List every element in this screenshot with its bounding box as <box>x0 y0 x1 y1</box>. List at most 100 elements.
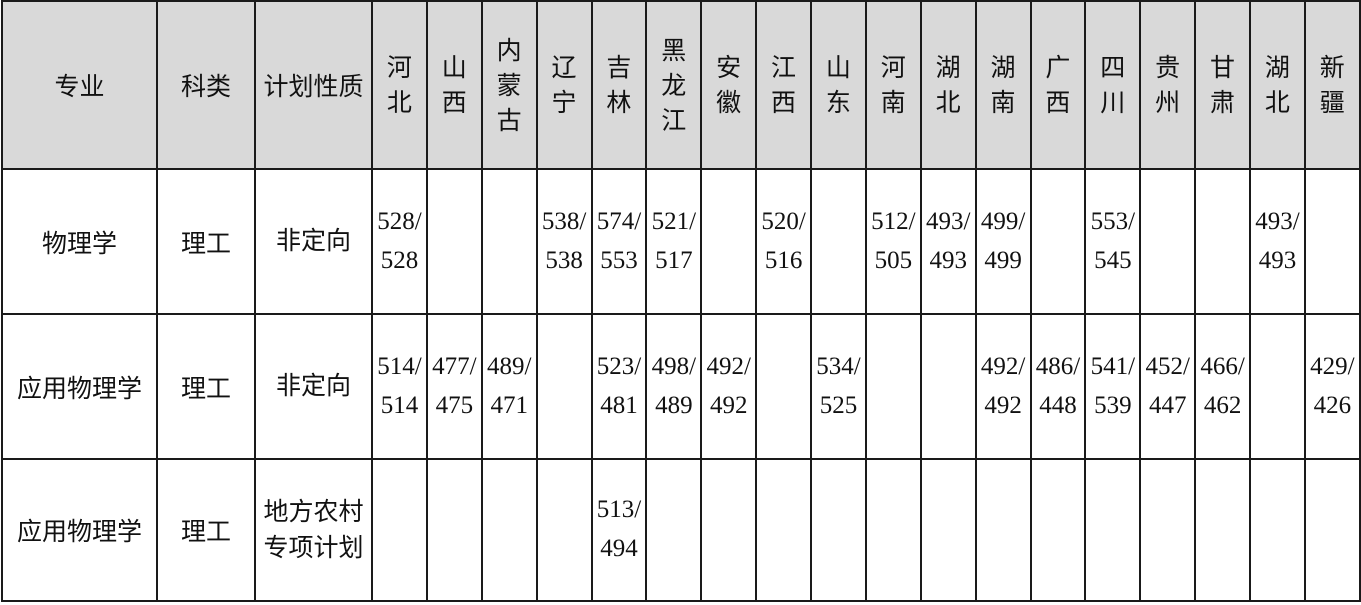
province-label: 湖北 <box>1264 53 1290 117</box>
header-major: 专业 <box>1 0 158 170</box>
score-cell <box>1139 168 1197 315</box>
province-label: 辽宁 <box>551 53 577 117</box>
province-label: 新疆 <box>1319 53 1345 117</box>
header-province: 山西 <box>425 0 483 170</box>
score-cell <box>1303 168 1361 315</box>
score-text: 486/448 <box>1035 352 1081 419</box>
score-text: 493/493 <box>925 207 971 274</box>
score-cell <box>480 168 538 315</box>
score-text: 498/489 <box>651 352 697 419</box>
score-cell: 534/525 <box>810 313 867 460</box>
score-cell: 492/492 <box>974 313 1032 460</box>
header-plan-type: 计划性质 <box>254 0 373 170</box>
score-text: 574/553 <box>596 207 642 274</box>
province-label: 吉林 <box>606 53 632 117</box>
score-text: 538/538 <box>541 207 587 274</box>
score-cell <box>1303 458 1361 602</box>
score-text: 477/475 <box>432 352 477 419</box>
score-cell: 498/489 <box>645 313 703 460</box>
header-province: 山东 <box>810 0 867 170</box>
header-province: 内蒙古 <box>480 0 538 170</box>
header-province: 贵州 <box>1139 0 1197 170</box>
province-label: 湖北 <box>935 53 961 117</box>
score-text: 513/494 <box>596 496 642 562</box>
plan-type-cell: 非定向 <box>254 168 373 315</box>
score-text: 489/471 <box>486 352 532 419</box>
score-text: 520/516 <box>761 207 806 274</box>
score-cell <box>1029 168 1087 315</box>
score-cell: 452/447 <box>1139 313 1197 460</box>
header-province: 河南 <box>864 0 922 170</box>
score-cell <box>1249 313 1306 460</box>
score-cell <box>810 458 867 602</box>
score-cell: 541/539 <box>1084 313 1142 460</box>
category-cell: 理工 <box>156 458 256 602</box>
score-cell <box>755 313 812 460</box>
table-row: 应用物理学 理工 非定向 514/514 477/475 489/471 523/481 49… <box>1 313 1361 460</box>
score-text: 523/481 <box>596 352 642 419</box>
header-province: 河北 <box>371 0 428 170</box>
header-province: 四川 <box>1084 0 1142 170</box>
score-cell <box>700 458 758 602</box>
score-cell <box>645 458 703 602</box>
score-cell: 523/481 <box>590 313 648 460</box>
header-province: 湖北 <box>919 0 977 170</box>
plan-type-text: 非定向 <box>275 371 351 401</box>
major-cell: 应用物理学 <box>1 458 158 602</box>
major-cell: 物理学 <box>1 168 158 315</box>
major-cell: 应用物理学 <box>1 313 158 460</box>
province-label: 贵州 <box>1155 53 1181 117</box>
score-cell <box>425 458 483 602</box>
score-text: 534/525 <box>816 352 861 419</box>
province-label: 山西 <box>441 53 467 117</box>
score-cell: 538/538 <box>535 168 593 315</box>
score-cell <box>1194 458 1251 602</box>
province-label: 甘肃 <box>1210 53 1236 117</box>
score-cell: 513/494 <box>590 458 648 602</box>
header-province: 黑龙江 <box>645 0 703 170</box>
score-cell <box>425 168 483 315</box>
header-province: 辽宁 <box>535 0 593 170</box>
score-cell <box>1194 168 1251 315</box>
province-label: 江西 <box>771 53 797 117</box>
province-label: 山东 <box>825 53 851 117</box>
province-label: 河南 <box>880 53 906 117</box>
province-label: 湖南 <box>990 53 1016 117</box>
score-cell: 477/475 <box>425 313 483 460</box>
header-province: 广西 <box>1029 0 1087 170</box>
score-cell <box>1029 458 1087 602</box>
score-cell: 486/448 <box>1029 313 1087 460</box>
score-cell: 528/528 <box>371 168 428 315</box>
score-text: 521/517 <box>651 207 697 274</box>
score-cell: 520/516 <box>755 168 812 315</box>
score-cell <box>1139 458 1197 602</box>
category-cell: 理工 <box>156 313 256 460</box>
province-label: 黑龙江 <box>661 35 687 135</box>
score-cell <box>974 458 1032 602</box>
header-province: 吉林 <box>590 0 648 170</box>
score-cell: 512/505 <box>864 168 922 315</box>
score-text: 541/539 <box>1090 352 1136 419</box>
score-cell <box>810 168 867 315</box>
score-cell <box>371 458 428 602</box>
province-label: 广西 <box>1045 53 1071 117</box>
score-cell <box>919 458 977 602</box>
header-province: 江西 <box>755 0 812 170</box>
score-cell: 521/517 <box>645 168 703 315</box>
header-province: 湖南 <box>974 0 1032 170</box>
score-cell <box>1249 458 1306 602</box>
score-cell <box>919 313 977 460</box>
score-text: 493/493 <box>1255 207 1300 274</box>
score-cell <box>535 458 593 602</box>
plan-type-cell: 地方农村专项计划 <box>254 458 373 602</box>
province-label: 内蒙古 <box>496 35 522 135</box>
score-text: 512/505 <box>871 207 916 274</box>
province-label: 安徽 <box>716 53 742 117</box>
score-cell: 489/471 <box>480 313 538 460</box>
province-label: 河北 <box>386 53 412 117</box>
score-cell <box>864 458 922 602</box>
score-cell: 553/545 <box>1084 168 1142 315</box>
score-cell: 574/553 <box>590 168 648 315</box>
score-cell <box>700 168 758 315</box>
